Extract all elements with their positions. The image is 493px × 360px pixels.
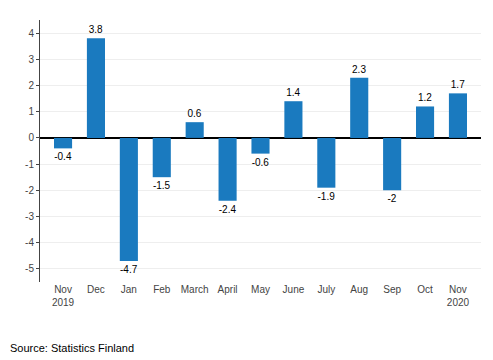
svg-text:-1.9: -1.9 [317, 191, 335, 202]
svg-text:3: 3 [28, 54, 34, 65]
svg-text:June: June [283, 284, 305, 295]
svg-text:1.7: 1.7 [451, 79, 465, 90]
svg-text:-1: -1 [25, 159, 34, 170]
svg-text:Nov2020: Nov2020 [447, 284, 470, 308]
svg-text:Aug: Aug [350, 284, 368, 295]
svg-text:-1.5: -1.5 [153, 180, 171, 191]
svg-text:3.8: 3.8 [89, 24, 103, 35]
svg-text:-4: -4 [25, 237, 34, 248]
svg-text:-2: -2 [25, 185, 34, 196]
svg-text:0: 0 [28, 132, 34, 143]
svg-text:-5: -5 [25, 263, 34, 274]
svg-text:Oct: Oct [417, 284, 433, 295]
svg-text:Nov2019: Nov2019 [52, 284, 75, 308]
svg-text:1: 1 [28, 106, 34, 117]
svg-text:2.3: 2.3 [352, 64, 366, 75]
svg-text:Jan: Jan [121, 284, 137, 295]
svg-text:-4.7: -4.7 [120, 264, 138, 275]
svg-text:-0.6: -0.6 [252, 157, 270, 168]
svg-text:July: July [317, 284, 335, 295]
svg-text:1.2: 1.2 [418, 92, 432, 103]
svg-text:Sep: Sep [383, 284, 401, 295]
svg-text:April: April [218, 284, 238, 295]
svg-text:March: March [181, 284, 209, 295]
svg-text:-2: -2 [387, 193, 396, 204]
svg-text:Source: Statistics Finland: Source: Statistics Finland [10, 342, 134, 354]
svg-text:1.4: 1.4 [286, 87, 300, 98]
svg-text:0.6: 0.6 [188, 108, 202, 119]
svg-text:Feb: Feb [153, 284, 171, 295]
svg-text:Dec: Dec [87, 284, 105, 295]
svg-text:-2.4: -2.4 [219, 204, 237, 215]
svg-text:-3: -3 [25, 211, 34, 222]
svg-text:May: May [251, 284, 270, 295]
svg-text:4: 4 [28, 28, 34, 39]
svg-text:-0.4: -0.4 [54, 151, 72, 162]
svg-text:2: 2 [28, 80, 34, 91]
